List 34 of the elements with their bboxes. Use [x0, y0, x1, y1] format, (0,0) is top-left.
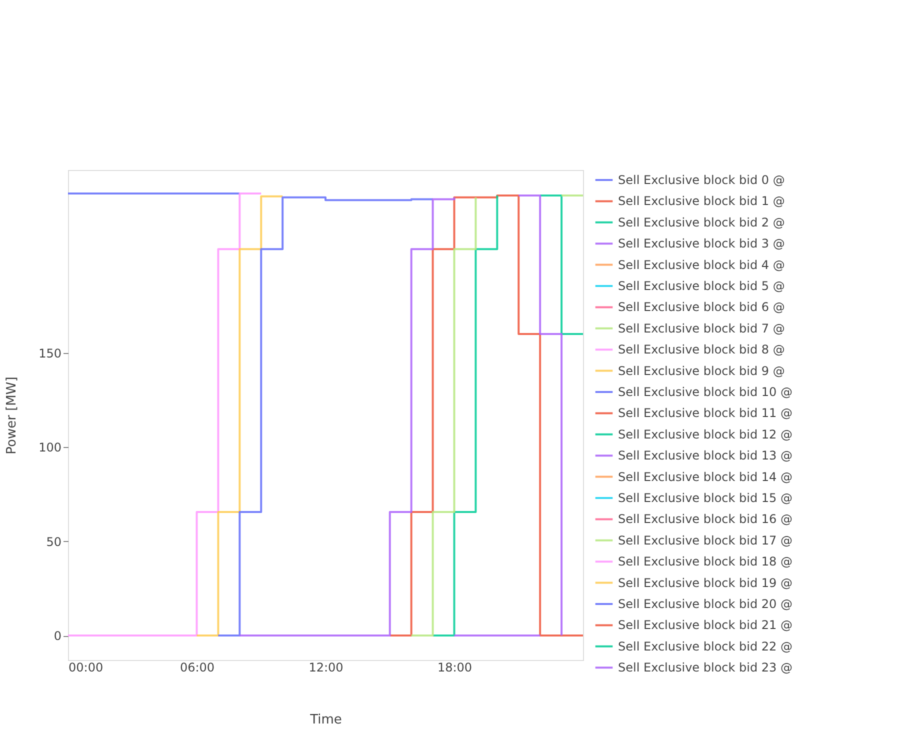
x-tick-label: 12:00 [308, 660, 344, 674]
legend-label: Sell Exclusive block bid 13 @ [618, 448, 792, 463]
legend-label: Sell Exclusive block bid 5 @ [618, 279, 785, 293]
x-axis-title: Time [309, 712, 342, 728]
legend-label: Sell Exclusive block bid 23 @ [618, 660, 792, 675]
legend-label: Sell Exclusive block bid 11 @ [618, 406, 792, 420]
y-tick-label: 150 [38, 346, 62, 360]
legend-label: Sell Exclusive block bid 3 @ [618, 236, 785, 251]
legend-label: Sell Exclusive block bid 17 @ [618, 533, 792, 548]
legend-label: Sell Exclusive block bid 12 @ [618, 427, 792, 442]
y-tick-label: 0 [54, 629, 62, 643]
legend-label: Sell Exclusive block bid 16 @ [618, 512, 792, 526]
legend-label: Sell Exclusive block bid 19 @ [618, 576, 792, 590]
legend-label: Sell Exclusive block bid 8 @ [618, 342, 785, 357]
legend-label: Sell Exclusive block bid 22 @ [618, 639, 792, 654]
legend-label: Sell Exclusive block bid 10 @ [618, 385, 792, 399]
legend-label: Sell Exclusive block bid 2 @ [618, 215, 785, 230]
x-tick-label: 18:00 [437, 660, 472, 674]
legend-label: Sell Exclusive block bid 0 @ [618, 173, 785, 187]
legend-label: Sell Exclusive block bid 18 @ [618, 554, 792, 569]
x-tick-label: 06:00 [180, 660, 215, 674]
legend-label: Sell Exclusive block bid 9 @ [618, 364, 785, 378]
legend-label: Sell Exclusive block bid 20 @ [618, 597, 792, 611]
x-tick-label: 00:00 [68, 660, 104, 674]
y-axis-title: Power [MW] [4, 376, 20, 454]
legend-label: Sell Exclusive block bid 14 @ [618, 470, 792, 484]
legend-label: Sell Exclusive block bid 15 @ [618, 491, 792, 505]
legend-label: Sell Exclusive block bid 21 @ [618, 618, 792, 632]
y-tick-label: 100 [38, 440, 62, 455]
y-tick-label: 50 [46, 534, 62, 549]
legend-label: Sell Exclusive block bid 7 @ [618, 321, 785, 336]
legend-label: Sell Exclusive block bid 6 @ [618, 300, 785, 314]
legend-label: Sell Exclusive block bid 1 @ [618, 194, 785, 208]
legend-label: Sell Exclusive block bid 4 @ [618, 258, 785, 272]
